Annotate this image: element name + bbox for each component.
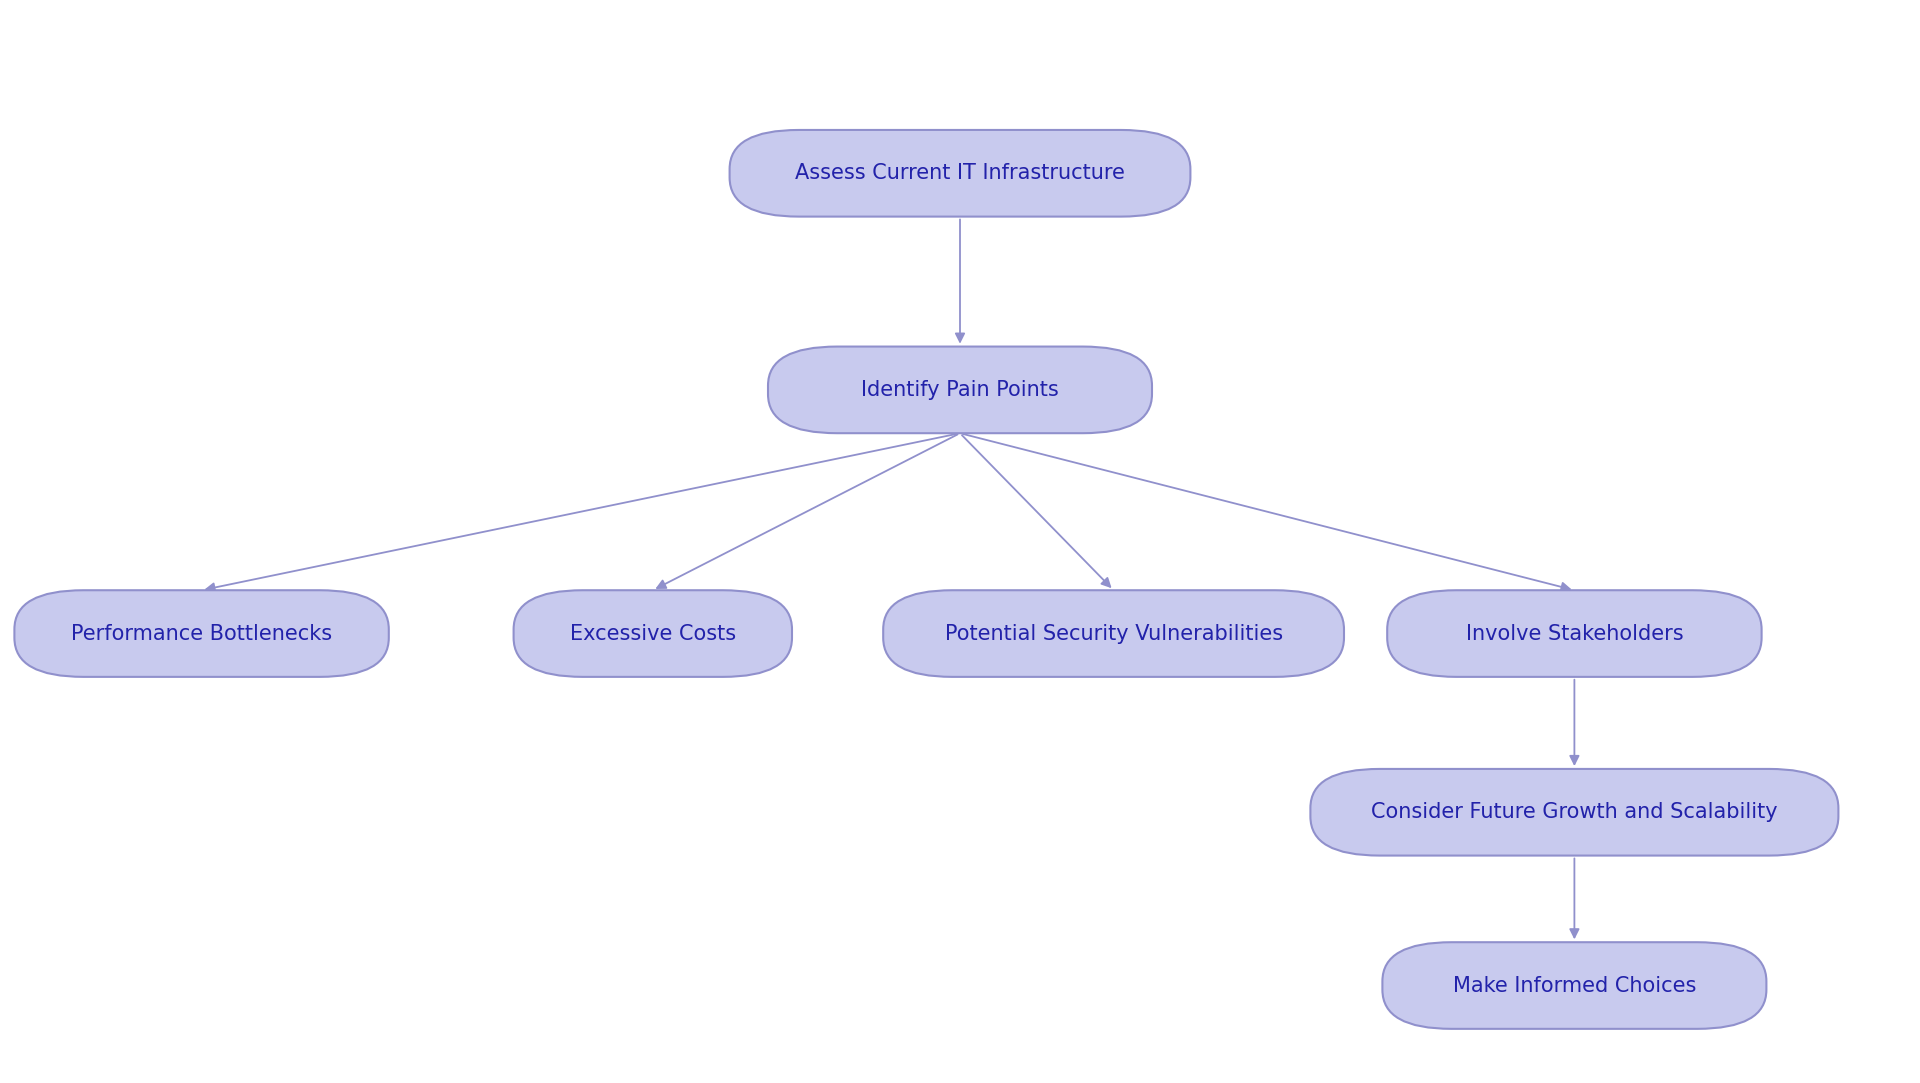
Text: Identify Pain Points: Identify Pain Points: [862, 380, 1058, 400]
FancyBboxPatch shape: [13, 590, 388, 677]
FancyBboxPatch shape: [1382, 942, 1766, 1029]
FancyBboxPatch shape: [768, 347, 1152, 433]
Text: Consider Future Growth and Scalability: Consider Future Growth and Scalability: [1371, 803, 1778, 822]
Text: Potential Security Vulnerabilities: Potential Security Vulnerabilities: [945, 624, 1283, 643]
FancyBboxPatch shape: [513, 590, 791, 677]
Text: Make Informed Choices: Make Informed Choices: [1453, 976, 1695, 995]
Text: Excessive Costs: Excessive Costs: [570, 624, 735, 643]
FancyBboxPatch shape: [883, 590, 1344, 677]
Text: Involve Stakeholders: Involve Stakeholders: [1465, 624, 1684, 643]
Text: Assess Current IT Infrastructure: Assess Current IT Infrastructure: [795, 164, 1125, 183]
Text: Performance Bottlenecks: Performance Bottlenecks: [71, 624, 332, 643]
FancyBboxPatch shape: [730, 130, 1190, 217]
FancyBboxPatch shape: [1386, 590, 1763, 677]
FancyBboxPatch shape: [1309, 769, 1837, 856]
